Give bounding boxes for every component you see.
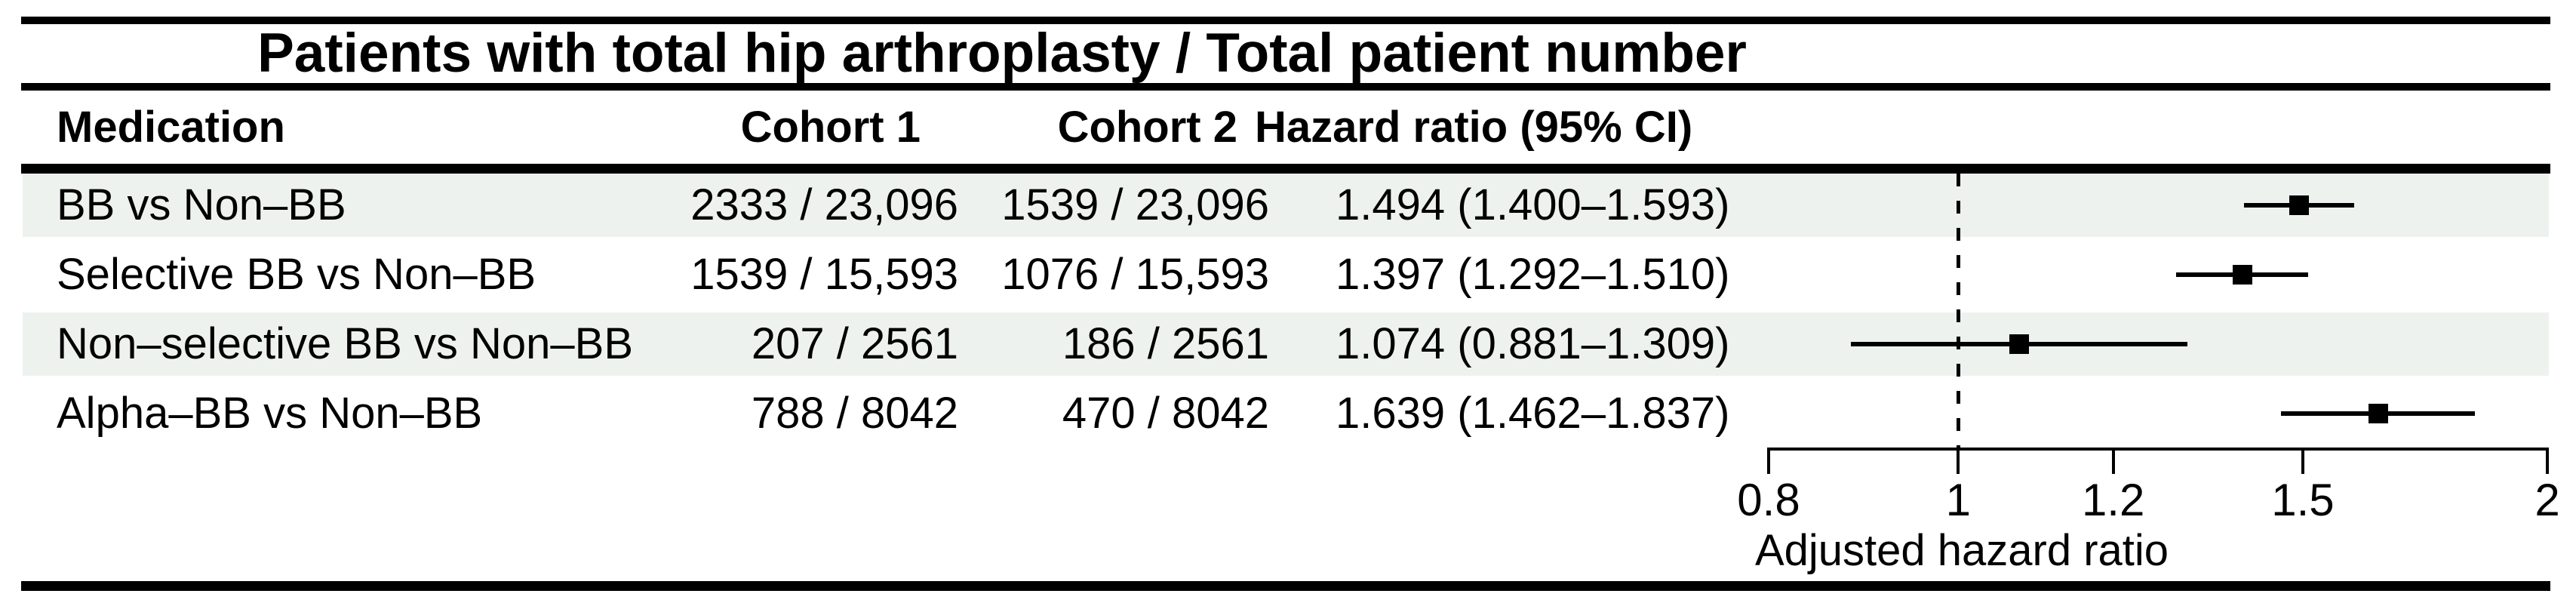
hazard-ratio-cell: 1.494 (1.400–1.593): [1336, 180, 1730, 229]
column-header-cohort1: Cohort 1: [740, 103, 921, 152]
axis-tick-label: 1.2: [2081, 475, 2145, 525]
axis-tick-label: 1: [1945, 475, 1971, 525]
hazard-ratio-cell: 1.397 (1.292–1.510): [1336, 250, 1730, 299]
x-axis-line: [1769, 448, 2547, 451]
x-axis-label: Adjusted hazard ratio: [1754, 526, 2169, 575]
cohort2-cell: 186 / 2561: [1062, 319, 1269, 368]
title-divider-rule: [21, 83, 2550, 91]
row-band: [23, 174, 2549, 237]
cohort1-cell: 207 / 2561: [751, 319, 958, 368]
cohort1-cell: 2333 / 23,096: [690, 180, 958, 229]
header-divider-rule: [21, 164, 2550, 174]
axis-tick-label: 0.8: [1737, 475, 1800, 525]
hazard-ratio-cell: 1.074 (0.881–1.309): [1336, 319, 1730, 368]
axis-tick-label: 1.5: [2271, 475, 2335, 525]
column-header-hazard-ratio: Hazard ratio (95% CI): [1255, 103, 1693, 152]
hazard-ratio-marker: [2368, 404, 2388, 423]
axis-tick-mark: [1767, 448, 1770, 474]
hazard-ratio-marker: [2232, 265, 2252, 285]
medication-cell: Selective BB vs Non–BB: [57, 250, 536, 299]
bottom-rule: [21, 581, 2550, 591]
medication-cell: BB vs Non–BB: [57, 180, 346, 229]
figure-title: Patients with total hip arthroplasty / T…: [257, 23, 1747, 84]
column-header-medication: Medication: [57, 103, 285, 152]
reference-line-hr1: [1956, 174, 1960, 448]
cohort2-cell: 1539 / 23,096: [1001, 180, 1269, 229]
cohort2-cell: 1076 / 15,593: [1001, 250, 1269, 299]
axis-tick-mark: [2546, 448, 2549, 474]
hazard-ratio-marker: [2289, 195, 2310, 215]
axis-tick-label: 2: [2535, 475, 2560, 525]
hazard-ratio-marker: [2009, 334, 2029, 354]
axis-tick-mark: [2301, 448, 2304, 474]
column-header-cohort2: Cohort 2: [1057, 103, 1237, 152]
axis-tick-mark: [2111, 448, 2115, 474]
axis-tick-mark: [1957, 448, 1960, 474]
cohort1-cell: 788 / 8042: [751, 389, 958, 438]
top-rule: [21, 17, 2550, 24]
medication-cell: Non–selective BB vs Non–BB: [57, 319, 634, 368]
cohort2-cell: 470 / 8042: [1062, 389, 1269, 438]
medication-cell: Alpha–BB vs Non–BB: [57, 389, 483, 438]
hazard-ratio-cell: 1.639 (1.462–1.837): [1336, 389, 1730, 438]
cohort1-cell: 1539 / 15,593: [690, 250, 958, 299]
